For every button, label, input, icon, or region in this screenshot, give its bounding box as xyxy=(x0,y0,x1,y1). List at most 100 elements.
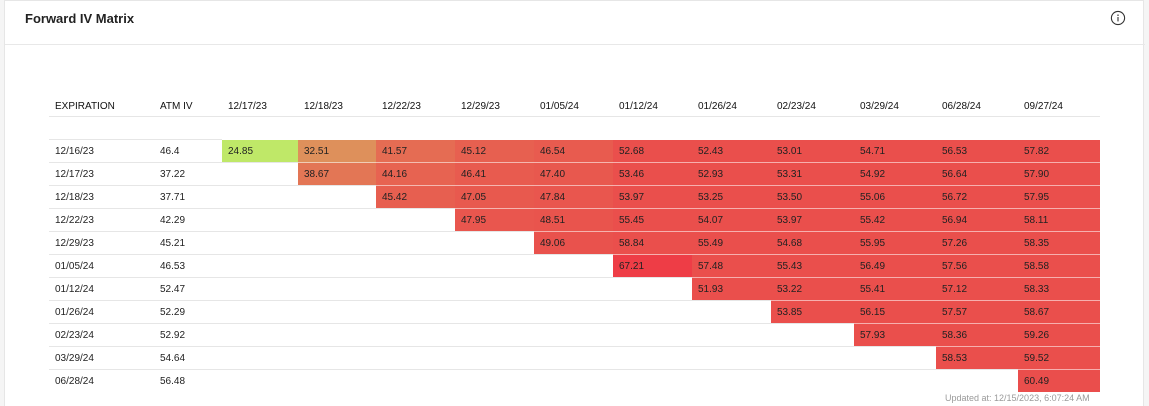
forward-iv-cell: 53.22 xyxy=(771,277,854,301)
atm-iv-cell: 37.71 xyxy=(154,185,222,209)
forward-iv-cell: 55.95 xyxy=(854,231,936,255)
empty-cell xyxy=(376,346,455,370)
card-header: Forward IV Matrix xyxy=(5,1,1145,45)
empty-cell xyxy=(298,369,376,392)
forward-iv-cell: 59.52 xyxy=(1018,346,1100,370)
empty-cell xyxy=(771,346,854,370)
atm-iv-cell: 45.21 xyxy=(154,231,222,255)
empty-cell xyxy=(534,254,613,278)
forward-iv-cell: 57.26 xyxy=(936,231,1018,255)
empty-cell xyxy=(771,369,854,392)
empty-cell xyxy=(692,346,771,370)
forward-iv-cell: 54.07 xyxy=(692,208,771,232)
matrix-header: EXPIRATION ATM IV 12/17/23 12/18/23 12/22/… xyxy=(49,96,1100,117)
forward-iv-matrix-card: Forward IV Matrix EXPIRATION ATM IV 12/1… xyxy=(4,0,1145,406)
empty-cell xyxy=(298,254,376,278)
forward-iv-cell: 55.06 xyxy=(854,185,936,209)
empty-cell xyxy=(455,277,534,301)
forward-iv-cell: 41.57 xyxy=(376,139,455,163)
forward-iv-cell: 58.67 xyxy=(1018,300,1100,324)
header-date: 12/22/23 xyxy=(382,100,421,112)
empty-cell xyxy=(455,300,534,324)
expiration-cell: 12/17/23 xyxy=(49,162,154,186)
forward-iv-cell: 52.93 xyxy=(692,162,771,186)
header-date: 09/27/24 xyxy=(1024,100,1063,112)
empty-cell xyxy=(298,185,376,209)
empty-cell xyxy=(222,231,298,255)
empty-cell xyxy=(298,231,376,255)
matrix-row: 01/05/24 46.53 67.21 57.48 55.43 56.49 57.56 58… xyxy=(49,254,1100,278)
forward-iv-cell: 56.15 xyxy=(854,300,936,324)
forward-iv-cell: 38.67 xyxy=(298,162,376,186)
info-circle-icon[interactable] xyxy=(1110,10,1126,26)
empty-cell xyxy=(455,369,534,392)
atm-iv-cell: 46.53 xyxy=(154,254,222,278)
empty-cell xyxy=(854,346,936,370)
header-date: 01/26/24 xyxy=(698,100,737,112)
forward-iv-cell: 49.06 xyxy=(534,231,613,255)
empty-cell xyxy=(936,369,1018,392)
forward-iv-cell: 53.25 xyxy=(692,185,771,209)
empty-cell xyxy=(376,323,455,347)
empty-cell xyxy=(222,300,298,324)
header-date: 03/29/24 xyxy=(860,100,899,112)
empty-cell xyxy=(613,277,692,301)
empty-cell xyxy=(455,346,534,370)
forward-iv-cell: 56.64 xyxy=(936,162,1018,186)
header-date: 12/17/23 xyxy=(228,100,267,112)
empty-cell xyxy=(376,231,455,255)
empty-cell xyxy=(222,323,298,347)
empty-cell xyxy=(222,277,298,301)
card-title: Forward IV Matrix xyxy=(25,11,135,26)
expiration-cell: 01/26/24 xyxy=(49,300,154,324)
header-date: 06/28/24 xyxy=(942,100,981,112)
forward-iv-cell: 53.46 xyxy=(613,162,692,186)
forward-iv-cell: 44.16 xyxy=(376,162,455,186)
matrix-row: 12/22/23 42.29 47.95 48.51 55.45 54.07 53.97 55… xyxy=(49,208,1100,232)
empty-cell xyxy=(455,254,534,278)
matrix-row: 01/12/24 52.47 51.93 53.22 55.41 57.12 58.33 xyxy=(49,277,1100,301)
atm-iv-cell: 54.64 xyxy=(154,346,222,370)
forward-iv-cell: 47.05 xyxy=(455,185,534,209)
expiration-cell: 12/16/23 xyxy=(49,139,154,163)
forward-iv-cell: 59.26 xyxy=(1018,323,1100,347)
empty-cell xyxy=(455,231,534,255)
matrix-row: 02/23/24 52.92 57.93 58.36 59.26 xyxy=(49,323,1100,347)
empty-cell xyxy=(771,323,854,347)
forward-iv-cell: 51.93 xyxy=(692,277,771,301)
forward-iv-cell: 56.53 xyxy=(936,139,1018,163)
empty-cell xyxy=(376,208,455,232)
empty-cell xyxy=(534,369,613,392)
forward-iv-cell: 55.43 xyxy=(771,254,854,278)
forward-iv-cell: 47.95 xyxy=(455,208,534,232)
spacer-row xyxy=(49,116,1100,140)
forward-iv-cell: 45.42 xyxy=(376,185,455,209)
expiration-cell: 06/28/24 xyxy=(49,369,154,392)
forward-iv-cell: 48.51 xyxy=(534,208,613,232)
header-date: 02/23/24 xyxy=(777,100,816,112)
empty-cell xyxy=(222,369,298,392)
header-date: 12/29/23 xyxy=(461,100,500,112)
empty-cell xyxy=(376,254,455,278)
empty-cell xyxy=(222,254,298,278)
atm-iv-cell: 56.48 xyxy=(154,369,222,392)
forward-iv-cell: 52.68 xyxy=(613,139,692,163)
empty-cell xyxy=(534,323,613,347)
forward-iv-cell: 57.93 xyxy=(854,323,936,347)
empty-cell xyxy=(613,369,692,392)
forward-iv-cell: 58.58 xyxy=(1018,254,1100,278)
forward-iv-cell: 58.35 xyxy=(1018,231,1100,255)
forward-iv-cell: 60.49 xyxy=(1018,369,1100,392)
empty-cell xyxy=(298,346,376,370)
matrix-row: 12/17/23 37.22 38.67 44.16 46.41 47.40 53.46 52… xyxy=(49,162,1100,186)
forward-iv-cell: 53.97 xyxy=(613,185,692,209)
forward-iv-cell: 57.57 xyxy=(936,300,1018,324)
empty-cell xyxy=(692,323,771,347)
atm-iv-cell: 42.29 xyxy=(154,208,222,232)
empty-cell xyxy=(222,346,298,370)
atm-iv-cell: 52.29 xyxy=(154,300,222,324)
expiration-cell: 01/05/24 xyxy=(49,254,154,278)
header-atm-iv: ATM IV xyxy=(160,100,193,112)
forward-iv-cell: 55.42 xyxy=(854,208,936,232)
header-date: 12/18/23 xyxy=(304,100,343,112)
